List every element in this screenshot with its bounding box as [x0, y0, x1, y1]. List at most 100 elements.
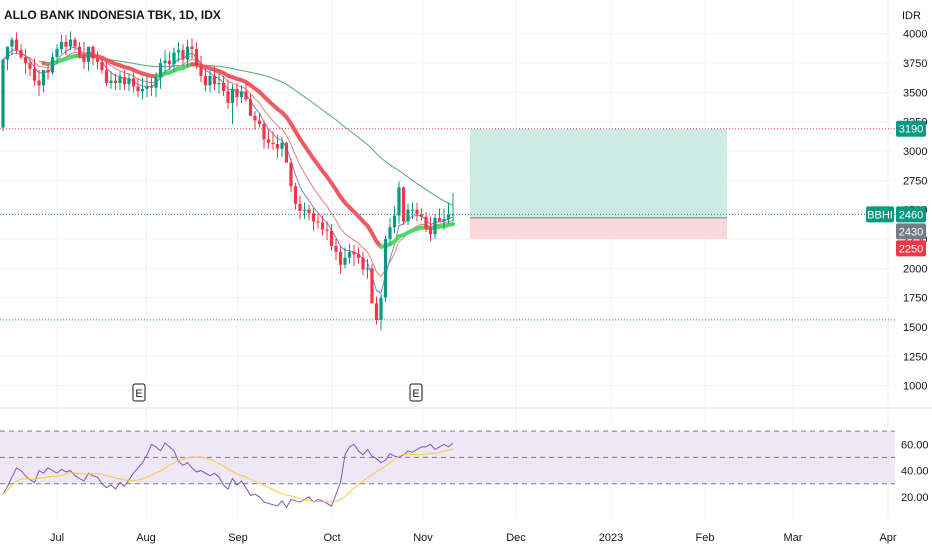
price-tag: 3190	[896, 120, 926, 137]
candle	[415, 202, 419, 222]
candle	[410, 202, 415, 220]
candle	[239, 85, 244, 103]
price-tag-label: 2430	[899, 226, 923, 238]
price-tick-label: 3750	[903, 58, 927, 70]
candle	[419, 208, 424, 221]
candle	[158, 58, 163, 89]
candle	[320, 215, 325, 236]
price-tick-label: 3500	[903, 87, 927, 99]
candle	[68, 31, 73, 51]
candle-body	[32, 68, 37, 81]
earnings-marker-label: E	[412, 388, 419, 400]
candle	[374, 296, 379, 325]
candle	[59, 34, 64, 54]
candle	[235, 82, 239, 107]
position-tool[interactable]	[470, 128, 727, 239]
candle-body	[5, 46, 10, 60]
candle	[64, 34, 68, 55]
candle-body	[311, 213, 316, 222]
candle	[433, 214, 437, 239]
position-profit-zone[interactable]	[470, 128, 727, 218]
candle	[338, 246, 343, 275]
candle-body	[383, 238, 388, 298]
earnings-marker-box[interactable]	[132, 383, 146, 402]
candle-body	[374, 303, 379, 320]
candle-body	[68, 39, 73, 47]
candle-body	[212, 75, 217, 85]
candle	[316, 213, 320, 229]
time-tick-label: Oct	[323, 532, 340, 544]
candle-body	[361, 257, 365, 270]
candle-body	[185, 46, 190, 60]
candle	[167, 51, 172, 71]
candle-body	[221, 82, 226, 92]
earnings-marker-box[interactable]	[409, 383, 423, 402]
earnings-marker-label: E	[135, 388, 142, 400]
candle	[127, 73, 131, 92]
candle	[298, 195, 302, 220]
candle-body	[118, 77, 122, 83]
candle-body	[275, 143, 280, 149]
candle	[145, 75, 149, 98]
candle	[226, 79, 230, 109]
candle	[361, 251, 365, 276]
ma-ribbon-segment	[446, 221, 455, 227]
candle	[23, 48, 28, 74]
candle	[388, 217, 392, 245]
candle-body	[424, 216, 428, 228]
price-tick-label: 1000	[903, 381, 927, 393]
candle	[91, 45, 95, 66]
candle-body	[316, 221, 320, 223]
candle-body	[194, 48, 199, 67]
candle	[244, 82, 248, 102]
candle-body	[410, 209, 415, 211]
earnings-marker[interactable]: E	[132, 383, 146, 402]
candle-body	[91, 46, 95, 59]
candle-body	[73, 39, 77, 47]
candle	[190, 38, 194, 59]
candle	[347, 243, 352, 264]
candle-body	[347, 251, 352, 258]
position-loss-zone[interactable]	[470, 217, 727, 239]
candle	[284, 141, 289, 163]
candle	[154, 72, 158, 98]
price-tag: 2430	[896, 223, 926, 240]
candle	[118, 71, 122, 91]
candle-body	[365, 268, 370, 270]
candle-body	[154, 77, 158, 88]
candle-body	[397, 187, 401, 216]
candle	[325, 221, 329, 241]
candle	[14, 32, 19, 54]
candle	[199, 56, 203, 82]
candle	[334, 238, 338, 261]
price-tag-box	[896, 206, 926, 223]
candle	[185, 39, 190, 67]
rsi-tick-label: 20.00	[901, 492, 929, 504]
time-tick-label: Aug	[136, 532, 156, 544]
candle	[356, 247, 361, 264]
candle-body	[217, 82, 221, 85]
price-labels: 3190 BBHI 2460 2430 2250	[866, 120, 926, 257]
candle-body	[14, 39, 19, 51]
candle	[136, 78, 140, 98]
price-tag: 2460	[896, 206, 926, 223]
candle	[208, 70, 212, 93]
time-tick-label: Nov	[413, 532, 433, 544]
candle-body	[190, 46, 194, 49]
candle-body	[95, 58, 100, 62]
earnings-marker[interactable]: E	[409, 383, 423, 402]
candle-body	[163, 60, 167, 64]
candle-body	[329, 230, 334, 247]
candle	[392, 206, 397, 234]
price-tag-label: BBHI	[867, 209, 893, 221]
candle-body	[388, 227, 392, 239]
candle-body	[302, 209, 307, 211]
candle-body	[122, 77, 127, 85]
candle-body	[82, 54, 86, 62]
candle-body	[266, 139, 271, 143]
candle	[55, 44, 59, 65]
candle-body	[334, 246, 338, 252]
candle-body	[46, 70, 50, 73]
